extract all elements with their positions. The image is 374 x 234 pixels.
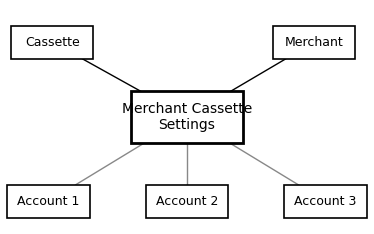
Text: Merchant Cassette
Settings: Merchant Cassette Settings [122,102,252,132]
Bar [11,26,94,58]
Text: Account 1: Account 1 [18,195,80,208]
Text: Merchant: Merchant [285,36,344,49]
Bar [7,185,90,218]
Text: Account 3: Account 3 [294,195,356,208]
Text: Account 2: Account 2 [156,195,218,208]
Bar [273,26,355,58]
Bar [131,91,243,143]
Text: Cassette: Cassette [25,36,80,49]
Bar [284,185,367,218]
Bar [146,185,228,218]
